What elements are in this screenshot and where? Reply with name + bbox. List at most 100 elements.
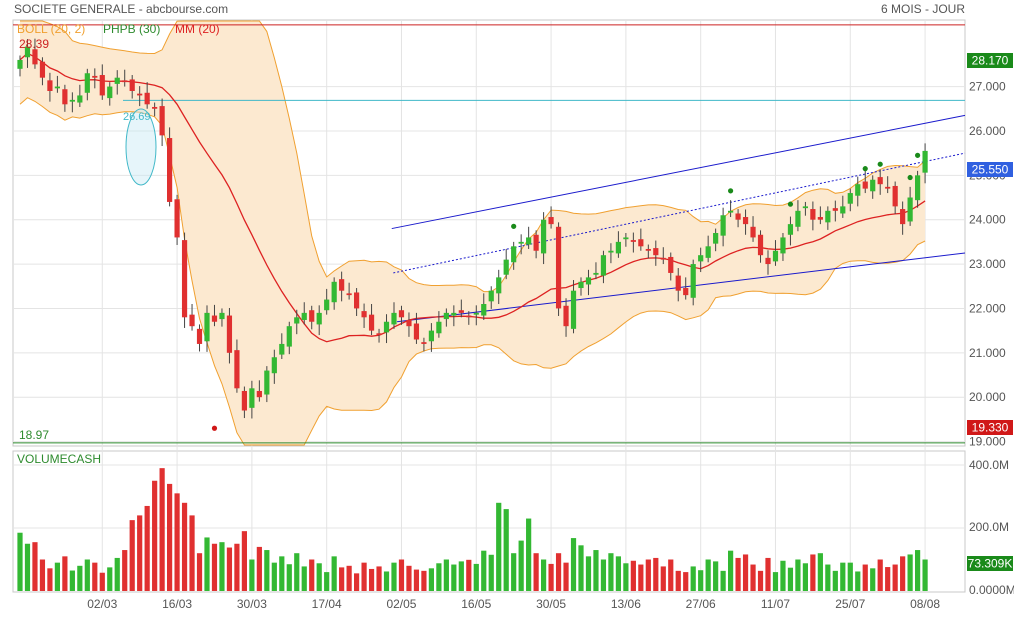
date-tick-label: 08/08	[910, 597, 940, 611]
price-panel-frame	[12, 19, 966, 447]
volume-bar	[54, 562, 60, 591]
candle-body	[114, 77, 120, 84]
volume-bar	[645, 559, 651, 591]
high-price-badge	[967, 53, 1013, 68]
candle-body	[122, 80, 128, 83]
volume-bar	[705, 559, 711, 591]
candle-body	[713, 233, 719, 244]
candle-body	[720, 215, 726, 236]
candle-body	[211, 315, 218, 322]
volume-bar	[630, 560, 636, 591]
volume-bar	[795, 559, 801, 591]
last-price-badge	[967, 162, 1013, 177]
trend-channel	[391, 114, 966, 323]
volume-bar	[114, 557, 120, 591]
volume-bar	[241, 531, 247, 591]
phpb-high-marker	[907, 174, 913, 181]
volume-bar	[219, 542, 225, 591]
date-axis: 02/03 16/03 30/03 17/04 02/05 16/05 30/05 13/06…	[87, 597, 940, 611]
volume-bar	[324, 572, 330, 591]
volume-bar	[690, 566, 696, 591]
candle-body	[518, 241, 524, 244]
volume-bar	[511, 553, 517, 591]
volume-bar	[234, 543, 240, 591]
volume-tick-0: 0.0000M	[969, 583, 1014, 597]
volume-bar	[451, 564, 457, 591]
low-price-badge-text: 19.330	[972, 421, 1009, 435]
candle-body	[608, 250, 614, 253]
candle-body	[249, 388, 255, 408]
candle-body	[62, 89, 68, 105]
candle-body	[324, 299, 330, 311]
volume-badge	[967, 556, 1013, 571]
date-tick-label: 13/06	[611, 597, 641, 611]
candle-body	[204, 312, 210, 342]
candle-body	[181, 240, 188, 318]
high-level-label: 28.39	[19, 37, 49, 51]
channel-middle-line	[393, 152, 966, 274]
volume-bar	[720, 570, 726, 591]
candle-body	[615, 241, 621, 254]
candle-body	[196, 328, 203, 344]
candle-body	[683, 288, 689, 296]
candle-body	[757, 234, 764, 256]
candle-body	[451, 312, 457, 316]
candle-body	[503, 259, 509, 275]
phpb-markers	[211, 152, 921, 431]
volume-bar	[877, 559, 883, 591]
volume-bar	[563, 562, 569, 591]
volume-bar	[443, 559, 449, 591]
volume-bar	[862, 564, 868, 591]
volume-bar	[608, 553, 614, 591]
candle-body	[466, 315, 472, 318]
volume-bar	[810, 554, 816, 591]
price-tick-label: 22.000	[969, 301, 1006, 315]
candle-body	[77, 95, 83, 103]
candle-body	[234, 350, 240, 389]
candles	[17, 38, 928, 419]
volume-bar	[907, 554, 913, 591]
candle-body	[668, 256, 674, 273]
candle-body	[570, 290, 577, 329]
candle-body	[159, 106, 165, 136]
candle-body	[765, 257, 771, 265]
candle-body	[481, 304, 487, 316]
volume-bar	[413, 569, 420, 591]
volume-bar	[533, 553, 539, 591]
candle-body	[436, 321, 442, 334]
volume-bar	[398, 559, 405, 591]
candle-body	[294, 317, 300, 324]
volume-bar	[526, 518, 532, 591]
price-tick-label: 24.000	[969, 213, 1006, 227]
candle-body	[346, 293, 352, 296]
candle-body	[368, 314, 375, 331]
volume-bar	[316, 563, 322, 591]
volume-bar	[653, 557, 659, 591]
candle-body	[286, 326, 292, 347]
candle-body	[660, 257, 666, 260]
volume-panel-frame	[12, 450, 966, 593]
volume-bar	[376, 566, 382, 591]
legend-boll: BOLL (20, 2)	[17, 22, 85, 36]
candle-body	[698, 255, 704, 262]
bollinger-fill	[20, 21, 926, 445]
volume-bar	[436, 563, 442, 591]
date-tick-label: 02/03	[87, 597, 117, 611]
volume-bar	[84, 559, 90, 591]
volume-bar	[675, 570, 681, 591]
volume-bar	[107, 567, 113, 591]
candle-body	[870, 179, 876, 192]
volume-bar	[668, 559, 674, 591]
phpb-high-marker	[862, 166, 868, 172]
volume-bar	[481, 550, 487, 591]
volume-bar	[698, 570, 704, 591]
volume-bar	[264, 550, 270, 591]
candle-body	[107, 86, 113, 99]
volume-title: VOLUMECASH	[17, 452, 101, 466]
volume-bar	[331, 556, 337, 591]
volume-bar	[615, 556, 621, 591]
candle-body	[750, 226, 756, 238]
volume-bar	[600, 559, 607, 591]
volume-bar	[466, 559, 472, 591]
